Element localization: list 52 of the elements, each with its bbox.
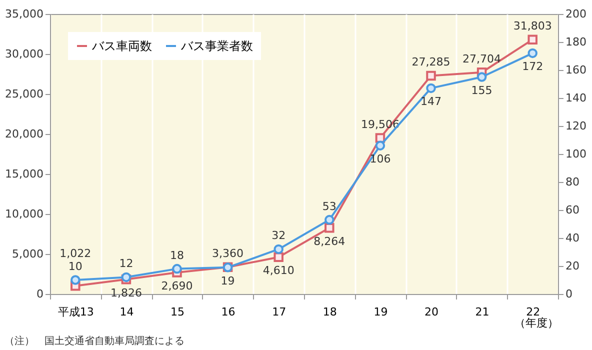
y2-tick-label: 40 <box>566 232 580 244</box>
y2-tick-label: 200 <box>566 8 586 20</box>
data-label: 2,690 <box>161 279 193 292</box>
data-label: 147 <box>420 95 442 108</box>
data-label: 106 <box>370 152 391 166</box>
y2-tick-label: 0 <box>566 288 572 300</box>
x-axis-title: （年度） <box>514 316 558 330</box>
y-tick-label: 5,000 <box>12 248 44 260</box>
legend-label: バス事業者数 <box>180 39 253 53</box>
y-tick-label: 15,000 <box>5 168 44 180</box>
x-tick-label: 22 <box>526 306 540 318</box>
x-tick-label: 21 <box>475 306 490 318</box>
data-label: 10 <box>68 260 82 273</box>
data-label: 18 <box>170 248 184 262</box>
y-tick-label: 20,000 <box>5 128 44 140</box>
data-label: 19 <box>220 274 235 288</box>
y-tick-label: 35,000 <box>5 8 44 20</box>
y-tick-label: 10,000 <box>5 208 44 220</box>
x-tick-label: 20 <box>424 306 438 318</box>
y2-tick-label: 180 <box>566 36 586 48</box>
data-label: 4,610 <box>262 264 294 278</box>
text: （注） 国土交通省自動車局調査による <box>4 335 185 347</box>
x-tick-label: 15 <box>170 306 184 318</box>
y2-tick-label: 60 <box>566 204 580 216</box>
data-label: 172 <box>522 60 544 74</box>
y2-tick-label: 140 <box>566 92 586 104</box>
y2-tick-label: 100 <box>566 148 586 160</box>
y2-tick-label: 20 <box>566 260 580 272</box>
data-label: 12 <box>119 257 134 270</box>
x-tick-label: 19 <box>374 306 388 318</box>
y2-tick-label: 120 <box>566 120 586 132</box>
data-label: 27,704 <box>462 52 502 66</box>
x-tick-label: 平成13 <box>58 306 94 318</box>
data-label: 1,022 <box>60 246 92 260</box>
data-label: 155 <box>471 84 492 97</box>
y-tick-label: 25,000 <box>5 88 44 100</box>
data-label: 8,264 <box>314 234 346 248</box>
x-tick-label: 14 <box>120 306 134 318</box>
data-label: 27,285 <box>412 56 450 69</box>
x-tick-label: 17 <box>272 306 286 318</box>
y-tick-label: 30,000 <box>5 48 44 60</box>
x-tick-label: 16 <box>221 306 236 318</box>
data-label: 1,826 <box>110 286 142 300</box>
data-label: 32 <box>272 229 286 242</box>
x-tick-label: 18 <box>322 306 337 318</box>
y-tick-label: 0 <box>36 288 44 300</box>
y2-tick-label: 160 <box>566 64 586 76</box>
data-label: 53 <box>322 200 336 213</box>
data-label: 3,360 <box>212 247 244 260</box>
legend-label: バス車両数 <box>91 39 152 53</box>
data-label: 31,803 <box>513 20 552 33</box>
y2-tick-label: 80 <box>566 176 580 188</box>
